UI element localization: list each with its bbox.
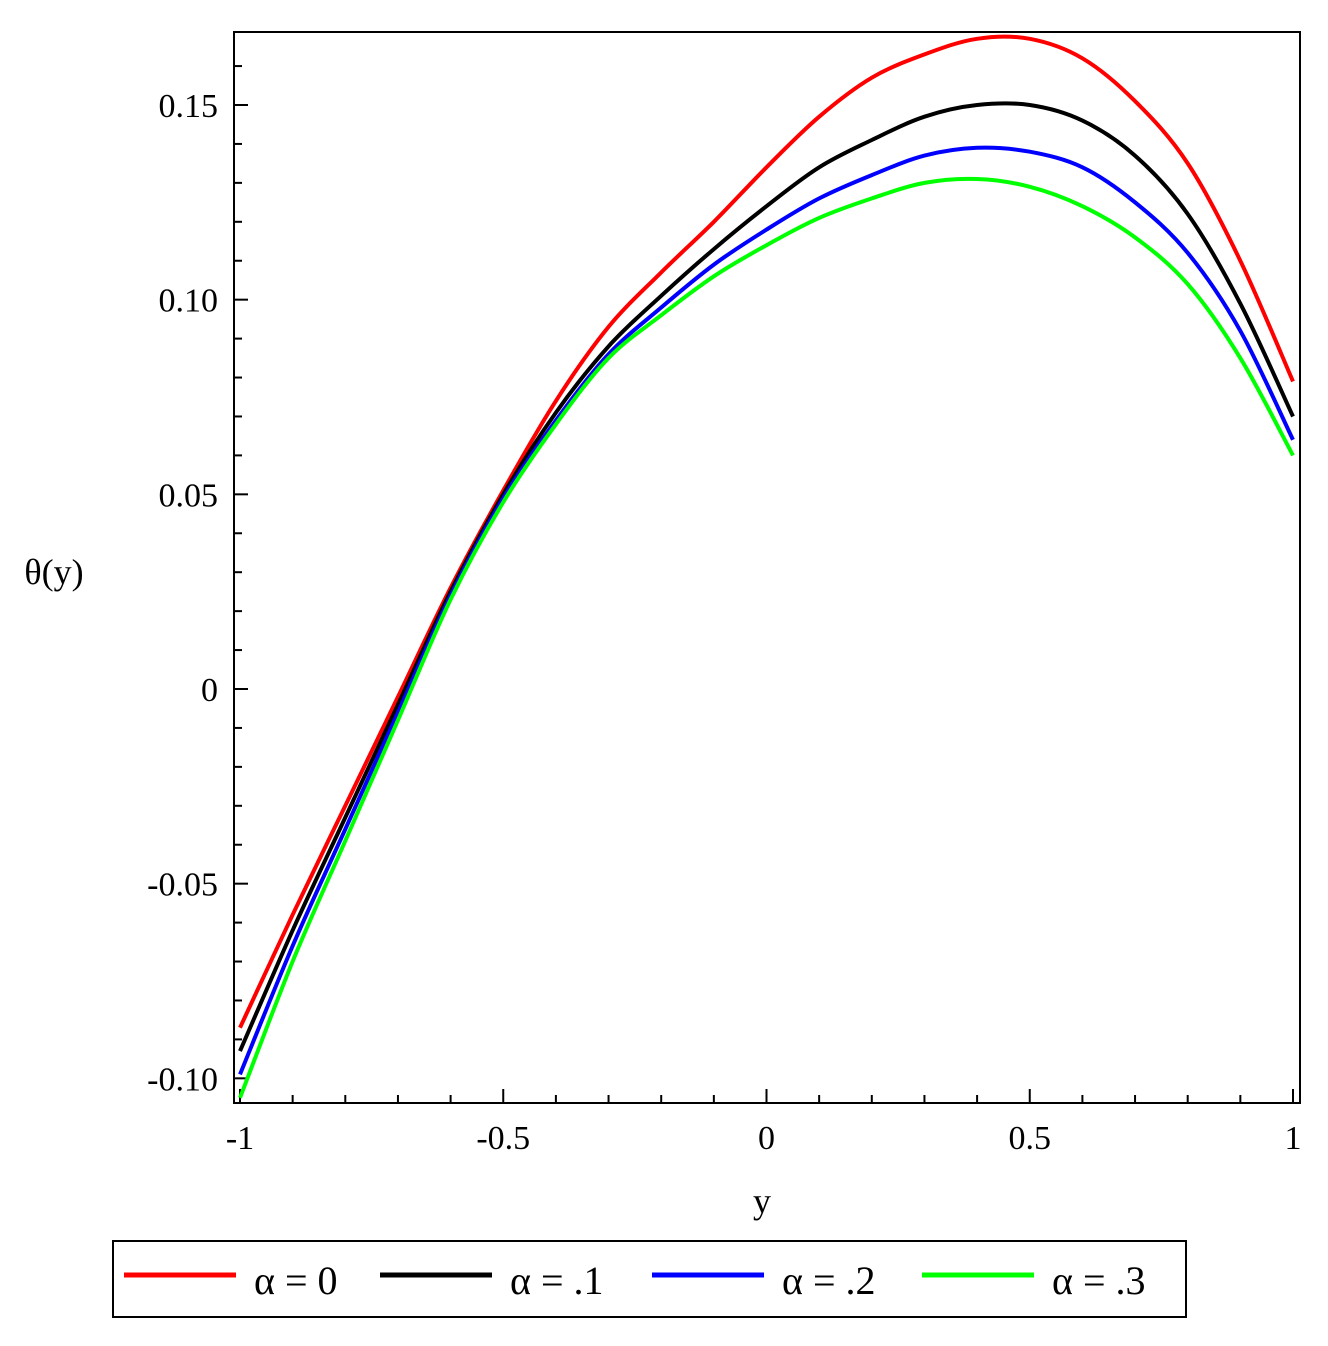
y-tick-label: -0.10 (147, 1061, 218, 1098)
plot-frame (233, 31, 1301, 1104)
series-line (238, 145, 1295, 1076)
ticks-layer: -1 -0.5 0 0.5 1 -0.10 -0.05 0 0.05 0.10 0.15 (147, 65, 1302, 1157)
legend-box (112, 1240, 1187, 1318)
x-tick-label: 0 (758, 1120, 775, 1157)
series-line (238, 176, 1295, 1099)
legend-label: α = 0 (254, 1258, 338, 1303)
series-line (238, 101, 1295, 1052)
x-axis-title: y (753, 1181, 771, 1221)
series-line (238, 34, 1295, 1029)
y-tick-label: -0.05 (147, 867, 218, 904)
series-layer (238, 34, 1295, 1099)
x-tick-label: 1 (1285, 1120, 1302, 1157)
y-tick-label: 0 (201, 672, 218, 709)
y-tick-label: 0.05 (159, 477, 219, 514)
x-tick-label: -1 (226, 1120, 254, 1157)
x-tick-label: -0.5 (476, 1120, 530, 1157)
legend: α = 0 α = .1 α = .2 α = .3 (112, 1240, 1187, 1318)
legend-label: α = .3 (1052, 1258, 1146, 1303)
y-tick-label: 0.10 (159, 283, 219, 320)
x-tick-label: 0.5 (1009, 1120, 1052, 1157)
y-axis-title: θ(y) (24, 552, 83, 592)
legend-label: α = .1 (510, 1258, 604, 1303)
y-tick-label: 0.15 (159, 88, 219, 125)
legend-label: α = .2 (782, 1258, 876, 1303)
